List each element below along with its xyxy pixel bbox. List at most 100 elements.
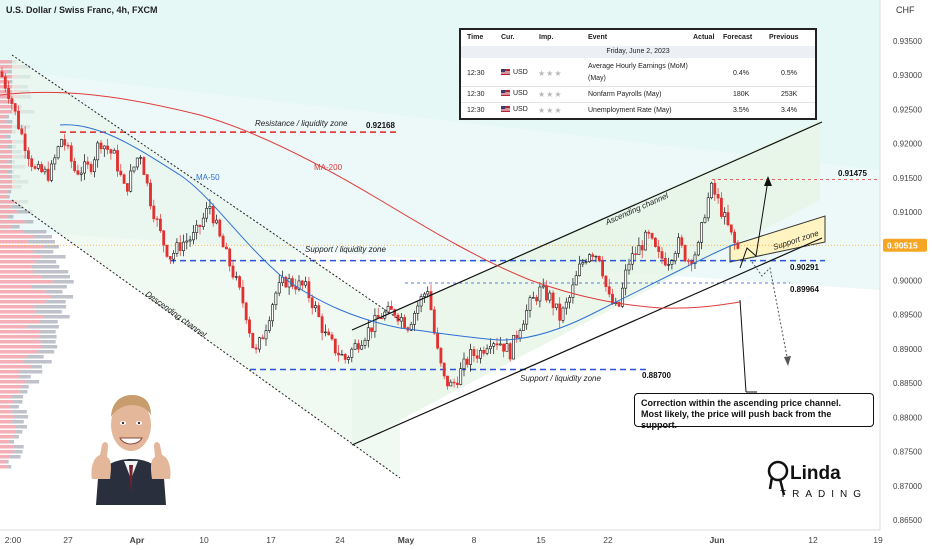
hdr-actual: Actual (693, 34, 715, 41)
volume-bar-buy (11, 205, 23, 209)
candle-body (20, 128, 24, 135)
volume-bar-buy (7, 465, 12, 469)
volume-bar-sell (0, 320, 39, 324)
candle-body (578, 263, 581, 277)
y-axis[interactable]: 0.93500 0.93000 0.92500 0.92000 0.91500 0.910… (879, 0, 922, 530)
volume-bar-sell (0, 370, 20, 374)
volume-bar-buy (31, 265, 60, 269)
candles (0, 67, 740, 390)
candle-body (40, 164, 44, 173)
candle-body (109, 149, 113, 154)
candle-body (393, 309, 397, 316)
volume-bar-sell (0, 105, 13, 109)
row-event: Average Hourly Earnings (MoM) (588, 63, 688, 70)
y-tick-label: 0.92500 (893, 105, 922, 114)
candle-body (205, 208, 209, 219)
candle-body (30, 158, 34, 167)
x-tick-label: 12 (808, 535, 818, 545)
volume-bar-buy (8, 160, 15, 164)
candle-body (248, 319, 251, 334)
candle-body (347, 357, 350, 360)
x-axis[interactable]: 2:00 27 Apr 10 17 24 May 8 15 22 Jun 12 19 (0, 529, 883, 545)
candle-body (677, 237, 680, 254)
descending-channel-fill (12, 55, 400, 478)
candle-body (594, 255, 598, 258)
row-previous: 253K (781, 91, 798, 98)
volume-bar-sell (0, 430, 17, 434)
volume-bar-sell (0, 220, 25, 224)
candle-body (581, 262, 585, 265)
candle-body (452, 381, 456, 384)
volume-bar-sell (0, 270, 34, 274)
volume-bar-sell (0, 425, 16, 429)
candle-body (413, 313, 416, 325)
candle-body (264, 330, 268, 340)
y-tick-label: 0.87000 (893, 482, 922, 491)
candle-body (59, 139, 63, 148)
volume-bar-sell (0, 340, 41, 344)
candle-body (525, 309, 529, 325)
volume-bar-sell (0, 465, 8, 469)
volume-bar-buy (27, 240, 55, 244)
candle-body (340, 353, 344, 356)
candle-body (152, 205, 156, 220)
volume-bar-buy (7, 190, 12, 194)
volume-bar-sell (0, 250, 35, 254)
volume-bar-buy (9, 80, 14, 84)
candle-body (119, 170, 123, 176)
candle-body (637, 245, 641, 255)
x-tick-label: 27 (63, 535, 73, 545)
volume-bar-buy (31, 285, 67, 289)
candle-body (719, 197, 723, 217)
volume-bar-sell (0, 360, 24, 364)
candle-body (571, 284, 575, 298)
candle-body (241, 286, 245, 304)
volume-bar-sell (0, 435, 14, 439)
candle-body (663, 258, 667, 266)
row-forecast: 0.4% (733, 70, 749, 77)
candle-body (535, 297, 539, 302)
volume-bar-sell (0, 135, 6, 139)
candle-body (33, 166, 37, 169)
candle-body (604, 275, 608, 287)
candle-body (320, 316, 324, 334)
x-tick-label: 10 (199, 535, 209, 545)
candle-body (102, 145, 106, 150)
volume-bar-sell (0, 155, 17, 159)
candle-body (13, 103, 17, 112)
candle-body (149, 182, 152, 207)
x-tick-label: Apr (130, 535, 145, 545)
candle-body (624, 269, 628, 289)
candle-body (10, 98, 14, 104)
calendar-row: 12:30 USD ★★★ Nonfarm Payrolls (May) 180… (461, 88, 815, 103)
candle-body (83, 161, 86, 174)
candle-body (73, 161, 77, 172)
candle-body (218, 219, 222, 237)
candle-body (723, 212, 727, 217)
volume-bar-buy (34, 250, 54, 254)
candle-body (343, 353, 347, 360)
volume-bar-sell (0, 160, 9, 164)
logo-line1: Linda (790, 463, 841, 484)
candle-body (640, 245, 644, 251)
price-tag-value: 0.90515 (887, 240, 918, 250)
candle-body (716, 194, 720, 199)
hdr-time: Time (467, 34, 484, 41)
candle-body (558, 303, 562, 321)
bull-arrow-head (764, 176, 772, 186)
candle-body (314, 305, 317, 309)
candle-body (356, 343, 360, 350)
candle-body (43, 168, 47, 173)
economic-calendar: Time Cur. Imp. Event Actual Forecast Pre… (459, 28, 817, 120)
volume-bar-buy (6, 460, 9, 464)
candle-body (310, 297, 314, 309)
candle-body (274, 292, 278, 306)
row-time: 12:30 (467, 91, 485, 98)
volume-bar-sell (0, 120, 7, 124)
volume-bar-buy (14, 450, 23, 454)
candle-body (225, 246, 228, 250)
candle-body (584, 261, 588, 263)
price-tag (883, 238, 927, 252)
candle-body (548, 292, 552, 301)
candle-body (591, 254, 595, 257)
